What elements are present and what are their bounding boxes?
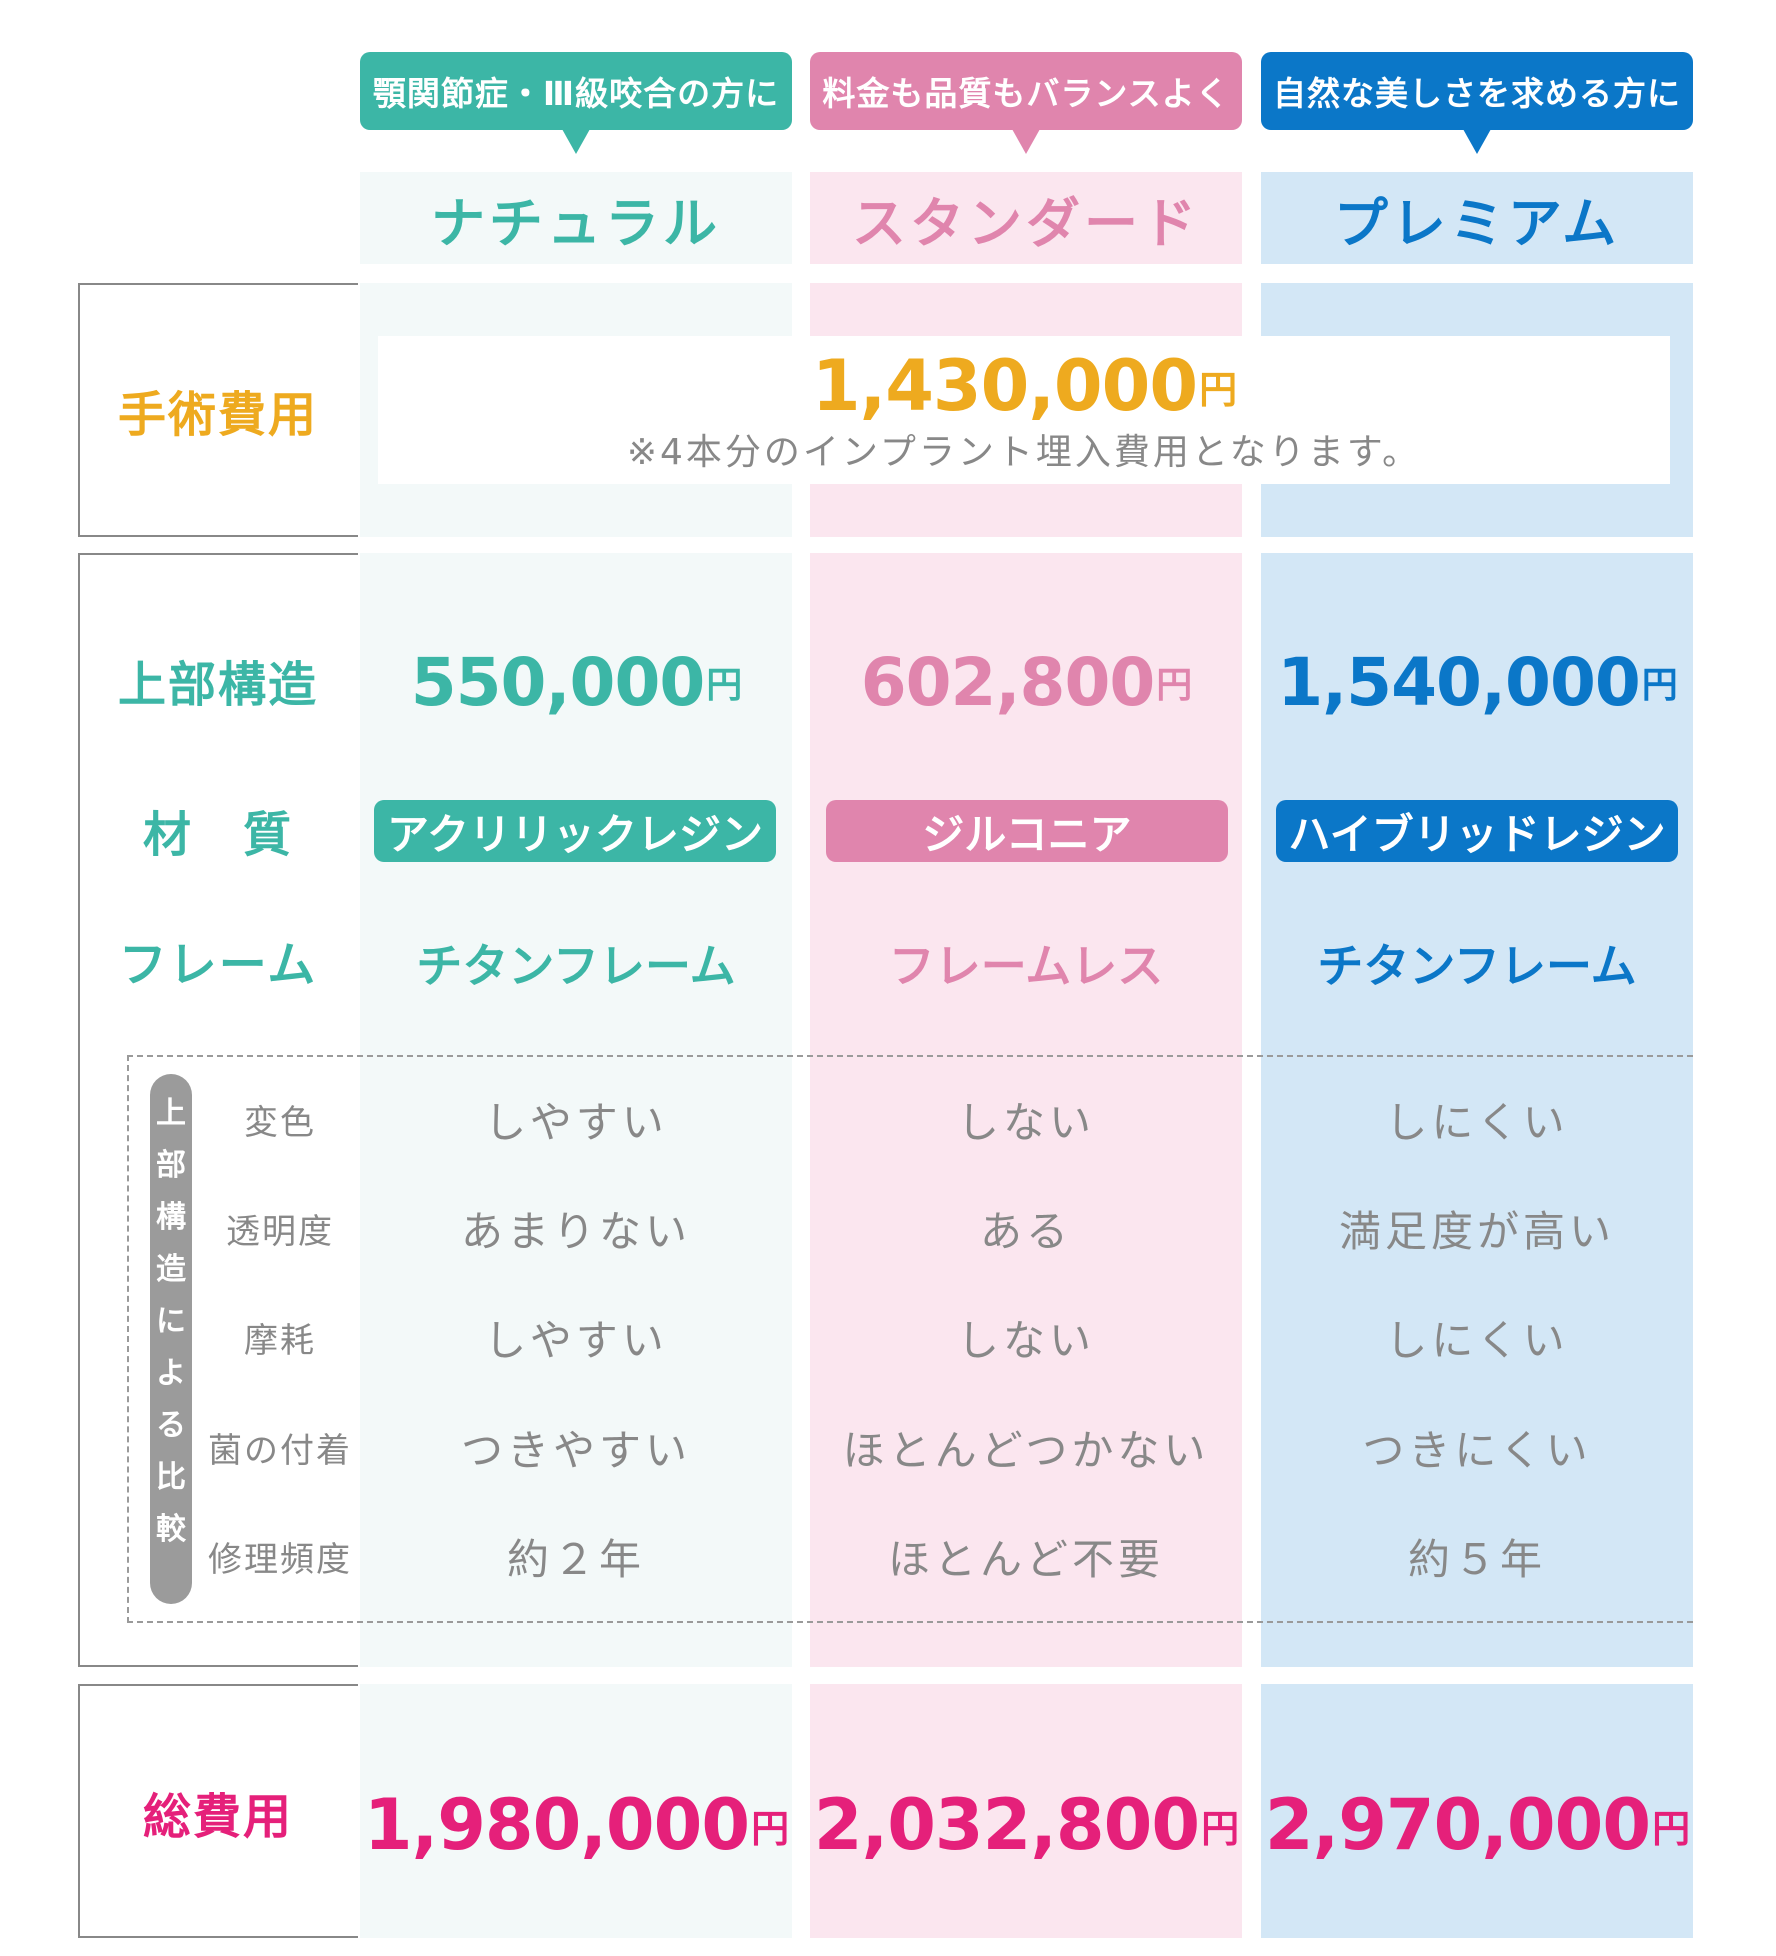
- natural-upper-price: 550,000 円: [360, 640, 792, 724]
- side-char: 構: [156, 1200, 186, 1235]
- premium-upper-price: 1,540,000 円: [1261, 640, 1693, 724]
- surgery-price: 1,430,000 円: [378, 344, 1670, 428]
- premium-total-yen: 円: [1652, 1806, 1690, 1851]
- natural-frame: チタンフレーム: [416, 939, 736, 993]
- standard-total-value: 2,032,800: [813, 1784, 1200, 1866]
- cmp-standard-repair: ほとんど不要: [887, 1534, 1164, 1584]
- cmp-premium-transparency: 満足度が高い: [1338, 1206, 1615, 1256]
- comparison-side-label-chars: 上 部 構 造 に よ る 比 較: [150, 1088, 192, 1556]
- natural-total-value: 1,980,000: [363, 1784, 750, 1866]
- cmp-natural-repair: 約２年: [506, 1534, 645, 1584]
- surgery-row-label: 手術費用: [117, 387, 318, 443]
- natural-upper-price-value: 550,000: [410, 643, 706, 721]
- natural-total-yen: 円: [751, 1806, 789, 1851]
- surgery-price-value: 1,430,000: [811, 345, 1198, 427]
- cmp-natural-bacteria: つきやすい: [460, 1425, 691, 1475]
- cmp-premium-discoloration: しにくい: [1385, 1097, 1569, 1147]
- cmp-natural-transparency: あまりない: [460, 1206, 691, 1256]
- upper-structure-label: 上部構造: [117, 657, 318, 713]
- cmp-label-transparency: 透明度: [226, 1211, 334, 1252]
- surgery-row-header-box: [78, 283, 358, 537]
- premium-column-bg-top: [1261, 172, 1693, 264]
- side-char: る: [156, 1408, 186, 1443]
- side-char: 部: [156, 1148, 186, 1183]
- cmp-label-discoloration: 変色: [244, 1102, 316, 1143]
- natural-bubble: 顎関節症・Ⅲ級咬合の方に: [360, 52, 792, 154]
- natural-total: 1,980,000 円: [360, 1775, 792, 1875]
- premium-total: 2,970,000 円: [1261, 1775, 1693, 1875]
- premium-frame: チタンフレーム: [1317, 939, 1637, 993]
- standard-bubble-text: 料金も品質もバランスよく: [822, 74, 1230, 113]
- standard-column-bg-total: [810, 1684, 1242, 1938]
- natural-column-bg-total: [360, 1684, 792, 1938]
- side-char: 上: [156, 1096, 186, 1131]
- natural-plan-name: ナチュラル: [431, 191, 721, 255]
- cmp-standard-transparency: ある: [979, 1206, 1072, 1256]
- surgery-price-box: 1,430,000 円 ※4本分のインプラント埋入費用となります。: [378, 336, 1670, 484]
- material-label: 材 質: [142, 807, 293, 863]
- standard-total-yen: 円: [1201, 1806, 1239, 1851]
- standard-upper-price: 602,800 円: [810, 640, 1242, 724]
- frame-label: フレーム: [118, 937, 318, 993]
- side-char: 較: [156, 1512, 186, 1547]
- cmp-natural-wear: しやすい: [484, 1315, 668, 1365]
- premium-bubble-text: 自然な美しさを求める方に: [1273, 74, 1681, 113]
- total-row-header-box: [78, 1684, 358, 1938]
- surgery-price-yen: 円: [1199, 367, 1237, 412]
- cmp-natural-discoloration: しやすい: [484, 1097, 668, 1147]
- standard-bubble-tail: [1012, 129, 1040, 154]
- natural-column-bg-top: [360, 172, 792, 264]
- standard-column-bg-main: [810, 553, 1242, 1667]
- side-char: 比: [156, 1460, 186, 1495]
- premium-total-value: 2,970,000: [1264, 1784, 1651, 1866]
- standard-total: 2,032,800 円: [810, 1775, 1242, 1875]
- side-char: 造: [156, 1252, 186, 1287]
- cmp-standard-discoloration: しない: [956, 1097, 1095, 1147]
- side-char: に: [156, 1304, 186, 1339]
- comparison-dashed-box: [127, 1055, 1693, 1623]
- cmp-label-repair: 修理頻度: [208, 1539, 352, 1580]
- cmp-premium-repair: 約５年: [1407, 1534, 1546, 1584]
- premium-bubble-tail: [1463, 129, 1491, 154]
- standard-upper-price-value: 602,800: [860, 643, 1156, 721]
- cmp-label-wear: 摩耗: [244, 1320, 316, 1361]
- surgery-note: ※4本分のインプラント埋入費用となります。: [626, 432, 1422, 473]
- premium-plan-name: プレミアム: [1333, 191, 1621, 255]
- natural-column-bg-main: [360, 553, 792, 1667]
- premium-upper-price-yen: 円: [1641, 665, 1678, 706]
- side-char: よ: [156, 1356, 186, 1391]
- standard-material-badge: ジルコニア: [826, 800, 1228, 862]
- natural-bubble-text: 顎関節症・Ⅲ級咬合の方に: [372, 74, 780, 113]
- premium-bubble: 自然な美しさを求める方に: [1261, 52, 1693, 154]
- total-cost-label: 総費用: [142, 1789, 293, 1845]
- premium-column-bg-main: [1261, 553, 1693, 1667]
- standard-bubble: 料金も品質もバランスよく: [810, 52, 1242, 154]
- comparison-side-label: 上 部 構 造 に よ る 比 較: [150, 1074, 192, 1604]
- upper-section-header-box: [78, 553, 358, 1667]
- standard-column-bg-top: [810, 172, 1242, 264]
- cmp-premium-wear: しにくい: [1385, 1315, 1569, 1365]
- cmp-standard-wear: しない: [956, 1315, 1095, 1365]
- natural-upper-price-yen: 円: [706, 665, 742, 706]
- premium-material-badge: ハイブリッドレジン: [1276, 800, 1678, 862]
- standard-frame: フレームレス: [888, 939, 1164, 993]
- premium-upper-price-value: 1,540,000: [1277, 643, 1641, 721]
- cmp-standard-bacteria: ほとんどつかない: [842, 1425, 1210, 1475]
- natural-material-badge: アクリリックレジン: [374, 800, 776, 862]
- standard-plan-name: スタンダード: [852, 191, 1200, 255]
- standard-upper-price-yen: 円: [1156, 665, 1192, 706]
- premium-column-bg-total: [1261, 1684, 1693, 1938]
- cmp-premium-bacteria: つきにくい: [1362, 1425, 1592, 1475]
- cmp-label-bacteria: 菌の付着: [208, 1430, 352, 1471]
- natural-bubble-tail: [562, 129, 590, 154]
